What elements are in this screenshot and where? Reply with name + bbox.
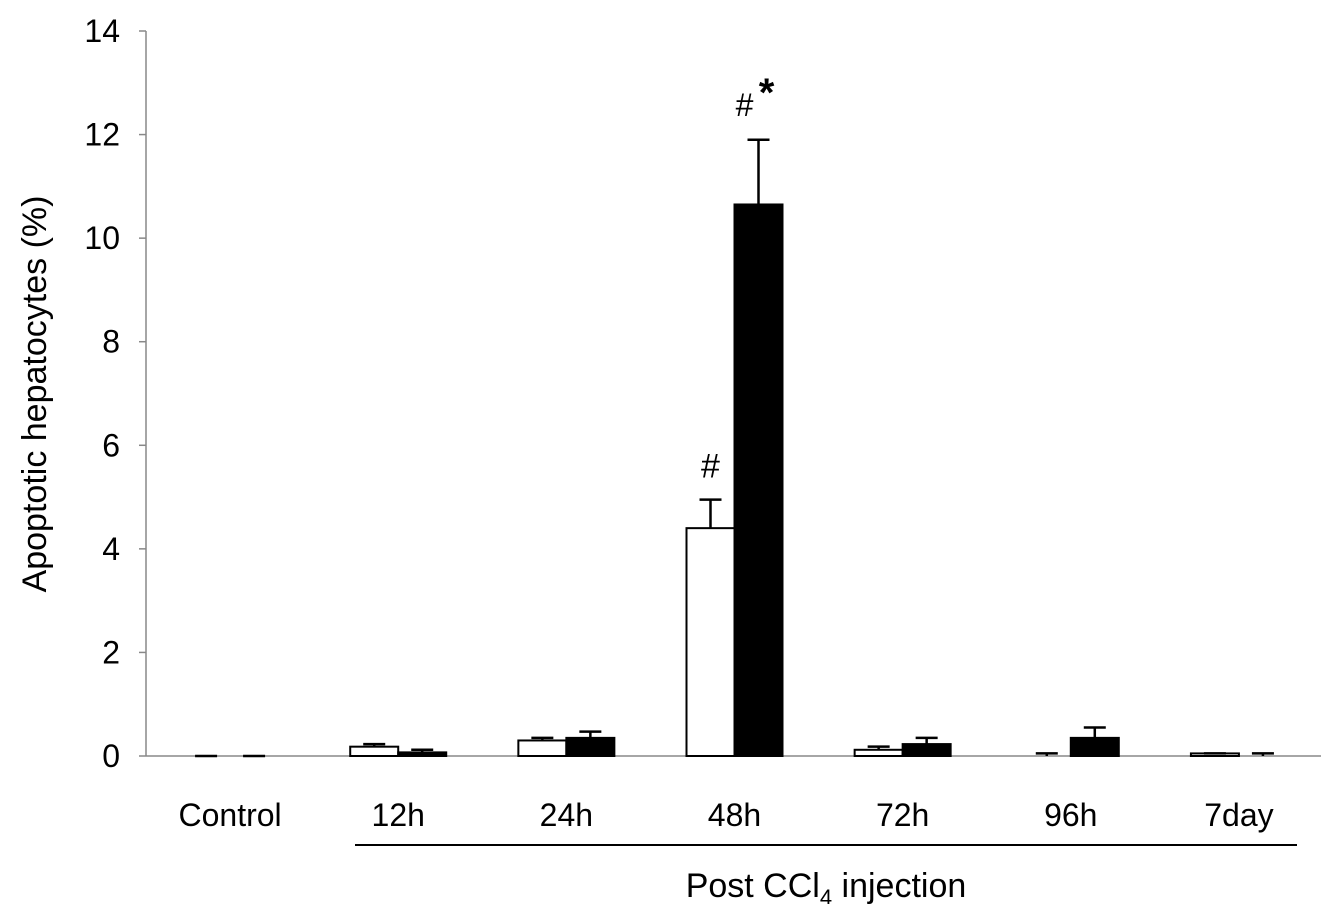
significance-marker: #	[736, 87, 754, 123]
x-axis: Control 12h 24h 48h 72h 96h 7day	[146, 755, 1321, 833]
x-tick-label: 72h	[876, 797, 929, 833]
y-tick-label: 4	[102, 531, 120, 567]
bar	[901, 743, 952, 758]
x-axis-title-main: Post CCl	[686, 867, 820, 904]
bar	[349, 745, 400, 758]
significance-marker: #	[701, 448, 720, 486]
x-tick-label: 7day	[1204, 797, 1273, 833]
x-axis-title-tail: injection	[832, 867, 966, 904]
annotations: ## *	[701, 71, 775, 486]
significance-star: *	[759, 71, 775, 115]
y-axis-title: Apoptotic hepatocytes (%)	[16, 196, 54, 593]
bar	[397, 751, 448, 757]
x-tick-label: 48h	[708, 797, 761, 833]
bar	[733, 203, 784, 758]
y-tick-label: 14	[84, 13, 120, 49]
y-tick-label: 12	[84, 117, 120, 153]
x-tick-label: 24h	[540, 797, 593, 833]
y-tick-label: 8	[102, 324, 120, 360]
bar	[565, 736, 616, 757]
bar	[853, 748, 904, 757]
x-tick-label: 12h	[372, 797, 425, 833]
y-tick-label: 6	[102, 427, 120, 463]
x-axis-title-subscript: 4	[820, 885, 832, 904]
bars	[195, 138, 1274, 758]
bar	[517, 739, 568, 758]
bar	[685, 527, 736, 758]
y-tick-label: 2	[102, 634, 120, 670]
bar	[1069, 736, 1120, 757]
y-tick-label: 10	[84, 220, 120, 256]
x-tick-label: Control	[178, 797, 281, 833]
x-tick-label: 96h	[1044, 797, 1097, 833]
x-axis-title: Post CCl4 injection	[686, 867, 967, 904]
y-tick-label: 0	[102, 738, 120, 774]
y-axis: 0 2 4 6 8 10 12 14	[84, 13, 147, 774]
